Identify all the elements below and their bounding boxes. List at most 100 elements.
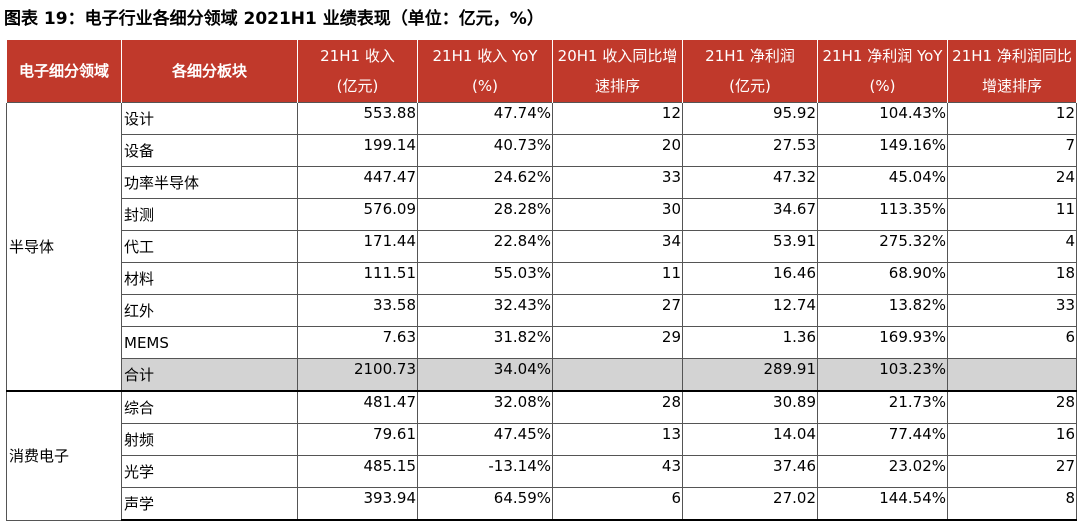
cell-net-profit-rank: 6 (947, 326, 1077, 359)
cell-net-profit-rank: 18 (947, 262, 1077, 295)
cell-revenue: 7.63 (297, 326, 418, 359)
cell-revenue-yoy: 55.03% (417, 262, 553, 295)
cell-net-profit-rank: 8 (947, 487, 1077, 521)
cell-net-profit-yoy: 169.93% (817, 326, 948, 359)
cell-revenue: 79.61 (297, 423, 418, 456)
cell-revenue: 481.47 (297, 390, 418, 424)
cell-revenue-yoy: 32.08% (417, 390, 553, 424)
figure-caption: 图表 19：电子行业各细分领域 2021H1 业绩表现（单位：亿元，%） (4, 9, 544, 29)
row-name: 功率半导体 (121, 166, 298, 199)
header-revenue-yoy: 21H1 收入 YoY (%) (417, 40, 553, 103)
cell-revenue-rank: 13 (552, 423, 683, 456)
cell-net-profit-yoy: 23.02% (817, 455, 948, 488)
row-name: 封测 (121, 198, 298, 231)
cell-revenue-rank: 6 (552, 487, 683, 521)
table-row: 声学 393.94 64.59% 6 27.02 144.54% 8 (7, 487, 1077, 521)
cell-revenue: 171.44 (297, 230, 418, 263)
cell-net-profit-yoy: 104.43% (817, 102, 948, 135)
total-row: 合计 2100.73 34.04% 289.91 103.23% (7, 358, 1077, 392)
cell-net-profit-yoy: 21.73% (817, 390, 948, 424)
cell-revenue-yoy: 31.82% (417, 326, 553, 359)
table-body: 半导体 设计 553.88 47.74% 12 95.92 104.43% 12… (6, 102, 1077, 521)
table-row: 半导体 设计 553.88 47.74% 12 95.92 104.43% 12 (6, 102, 1077, 392)
cell-net-profit-yoy: 77.44% (817, 423, 948, 456)
cell-net-profit-yoy: 144.54% (817, 487, 948, 521)
cell-revenue-yoy: 28.28% (417, 198, 553, 231)
cell-net-profit-rank: 7 (947, 134, 1077, 167)
cell-revenue: 553.88 (297, 102, 418, 135)
header-net-profit: 21H1 净利润 (亿元) (682, 40, 818, 103)
row-name: 设计 (121, 102, 298, 135)
cell-revenue-rank: 34 (552, 230, 683, 263)
row-name: 声学 (121, 487, 298, 521)
table-row: 红外 33.58 32.43% 27 12.74 13.82% 33 (7, 294, 1077, 327)
cell-revenue: 576.09 (297, 198, 418, 231)
row-name: 光学 (121, 455, 298, 488)
row-name: 合计 (121, 358, 298, 392)
row-name: 红外 (121, 294, 298, 327)
cell-revenue: 199.14 (297, 134, 418, 167)
cell-net-profit: 34.67 (682, 198, 818, 231)
cell-revenue-rank: 29 (552, 326, 683, 359)
row-name: MEMS (121, 326, 298, 359)
table-row: 消费电子 综合 481.47 32.08% 28 30.89 21.73% 28 (6, 390, 1077, 521)
cell-net-profit-rank: 24 (947, 166, 1077, 199)
cell-net-profit-yoy: 149.16% (817, 134, 948, 167)
table-row: 材料 111.51 55.03% 11 16.46 68.90% 18 (7, 262, 1077, 295)
table-row: 代工 171.44 22.84% 34 53.91 275.32% 4 (7, 230, 1077, 263)
cell-net-profit-rank: 11 (947, 198, 1077, 231)
cell-revenue-yoy: 40.73% (417, 134, 553, 167)
header-segment: 电子细分领域 (6, 40, 122, 103)
row-name: 代工 (121, 230, 298, 263)
header-net-profit-rank: 21H1 净利润同比 增速排序 (947, 40, 1077, 103)
cell-net-profit: 95.92 (682, 102, 818, 135)
table-row: 封测 576.09 28.28% 30 34.67 113.35% 11 (7, 198, 1077, 231)
cell-revenue: 111.51 (297, 262, 418, 295)
table-row: 光学 485.15 -13.14% 43 37.46 23.02% 27 (7, 455, 1077, 488)
cell-revenue-rank: 30 (552, 198, 683, 231)
row-name: 综合 (121, 390, 298, 424)
row-name: 材料 (121, 262, 298, 295)
cell-revenue-yoy: 24.62% (417, 166, 553, 199)
header-net-profit-yoy: 21H1 净利润 YoY (%) (817, 40, 948, 103)
cell-revenue: 2100.73 (297, 358, 418, 392)
cell-revenue-rank: 27 (552, 294, 683, 327)
cell-net-profit: 47.32 (682, 166, 818, 199)
cell-net-profit-rank: 33 (947, 294, 1077, 327)
cell-net-profit: 37.46 (682, 455, 818, 488)
cell-revenue-rank (552, 358, 683, 392)
cell-net-profit: 12.74 (682, 294, 818, 327)
table-row: MEMS 7.63 31.82% 29 1.36 169.93% 6 (7, 326, 1077, 359)
cell-revenue-rank: 11 (552, 262, 683, 295)
table-row: 设备 199.14 40.73% 20 27.53 149.16% 7 (7, 134, 1077, 167)
cell-revenue-yoy: 47.74% (417, 102, 553, 135)
cell-net-profit-yoy: 113.35% (817, 198, 948, 231)
cell-revenue-rank: 33 (552, 166, 683, 199)
cell-revenue-rank: 20 (552, 134, 683, 167)
cell-net-profit: 1.36 (682, 326, 818, 359)
cell-net-profit-rank: 16 (947, 423, 1077, 456)
cell-net-profit-rank: 12 (947, 102, 1077, 135)
cell-revenue-yoy: 22.84% (417, 230, 553, 263)
cell-revenue-yoy: 32.43% (417, 294, 553, 327)
row-name: 设备 (121, 134, 298, 167)
cell-net-profit: 16.46 (682, 262, 818, 295)
cell-revenue: 447.47 (297, 166, 418, 199)
header-revenue-rank: 20H1 收入同比增 速排序 (552, 40, 683, 103)
table-row: 功率半导体 447.47 24.62% 33 47.32 45.04% 24 (7, 166, 1077, 199)
group-label-consumer-electronics: 消费电子 (6, 390, 122, 521)
cell-revenue: 393.94 (297, 487, 418, 521)
cell-net-profit-rank: 28 (947, 390, 1077, 424)
cell-revenue-yoy: 64.59% (417, 487, 553, 521)
cell-net-profit-yoy: 275.32% (817, 230, 948, 263)
header-sub-segment: 各细分板块 (121, 40, 298, 103)
performance-table: 电子细分领域 各细分板块 21H1 收入 (亿元) 21H1 收入 YoY (%) … (6, 40, 1077, 521)
cell-net-profit-rank (947, 358, 1077, 392)
table-header: 电子细分领域 各细分板块 21H1 收入 (亿元) 21H1 收入 YoY (%) … (6, 40, 1077, 103)
cell-revenue-yoy: -13.14% (417, 455, 553, 488)
cell-net-profit-yoy: 103.23% (817, 358, 948, 392)
cell-net-profit: 27.53 (682, 134, 818, 167)
header-revenue: 21H1 收入 (亿元) (297, 40, 418, 103)
cell-revenue-rank: 12 (552, 102, 683, 135)
